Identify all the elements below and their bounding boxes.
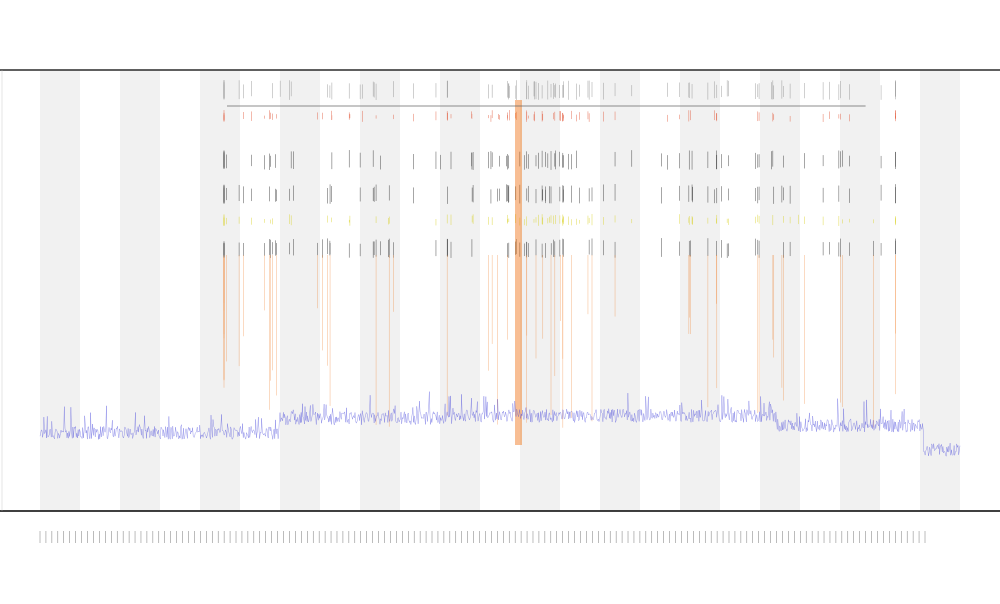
band-6 <box>280 70 320 511</box>
band-2 <box>120 70 160 511</box>
band-4 <box>200 70 240 511</box>
event-lines <box>223 80 896 445</box>
band-20 <box>840 70 880 511</box>
series-layer <box>39 391 961 457</box>
x-tick-labels <box>39 531 926 543</box>
band-18 <box>760 70 800 511</box>
band-8 <box>360 70 400 511</box>
axes <box>0 69 1000 512</box>
shaded-bands <box>40 70 960 511</box>
band-16 <box>680 70 720 511</box>
band-10 <box>440 70 480 511</box>
band-22 <box>920 70 960 511</box>
band-12 <box>520 70 560 511</box>
band-0 <box>40 70 80 511</box>
series-0-line <box>39 391 961 457</box>
band-14 <box>600 70 640 511</box>
